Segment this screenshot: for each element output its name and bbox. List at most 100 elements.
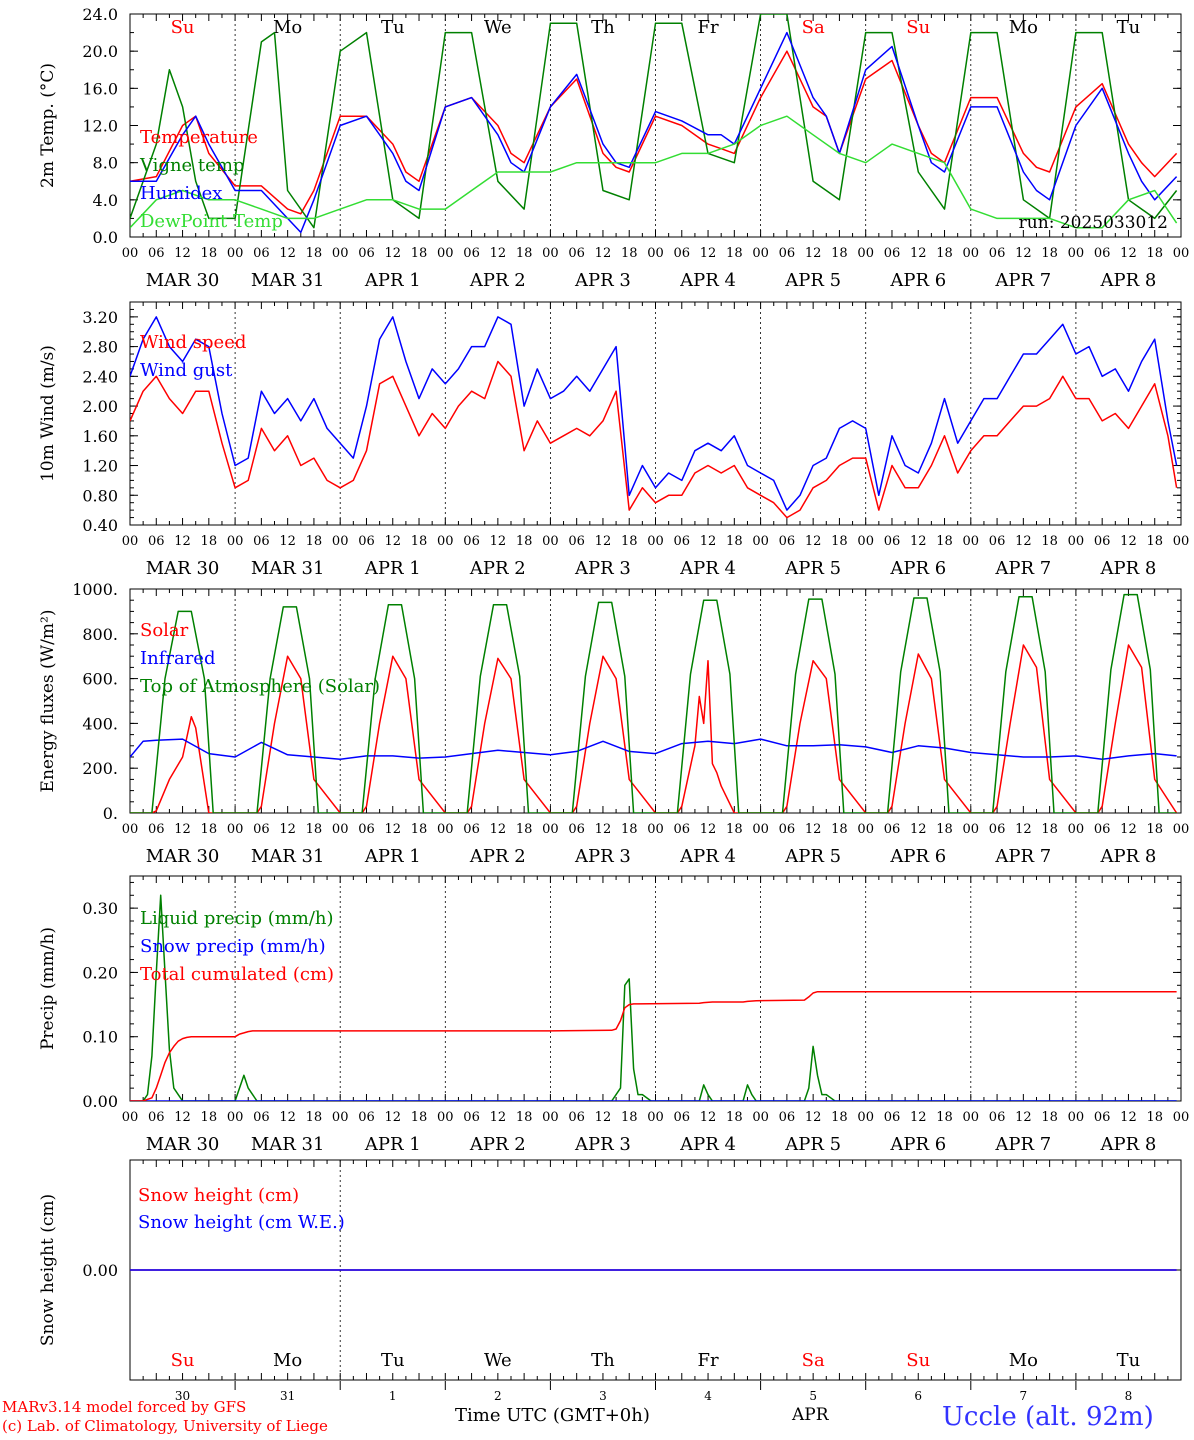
legend-entry: Top of Atmosphere (Solar) bbox=[140, 676, 380, 697]
y-tick-label: 1000. bbox=[72, 580, 118, 599]
x-hour-label: 12 bbox=[805, 1110, 822, 1125]
x-hour-label: 18 bbox=[201, 246, 218, 261]
x-hour-label: 18 bbox=[621, 822, 638, 837]
x-hour-label: 18 bbox=[201, 534, 218, 549]
legend-entry: Infrared bbox=[140, 648, 215, 669]
x-date-label: APR 6 bbox=[889, 846, 946, 867]
month-label: APR bbox=[792, 1405, 829, 1425]
x-hour-label: 00 bbox=[332, 1110, 349, 1125]
model-line-2: (c) Lab. of Climatology, University of L… bbox=[2, 1417, 328, 1435]
x-hour-label: 18 bbox=[411, 1110, 428, 1125]
x-hour-label: 18 bbox=[936, 246, 953, 261]
x-hour-label: 00 bbox=[1068, 1110, 1085, 1125]
x-hour-label: 00 bbox=[752, 246, 769, 261]
x-hour-label: 00 bbox=[857, 534, 874, 549]
x-hour-label: 00 bbox=[1173, 1110, 1190, 1125]
x-hour-label: 18 bbox=[1041, 534, 1058, 549]
x-hour-label: 06 bbox=[989, 534, 1006, 549]
x-hour-label: 12 bbox=[174, 1110, 191, 1125]
x-hour-label: 06 bbox=[358, 1110, 375, 1125]
y-tick-label: 2.40 bbox=[82, 367, 118, 386]
x-hour-label: 00 bbox=[227, 534, 244, 549]
x-hour-label: 12 bbox=[1120, 1110, 1137, 1125]
x-date-label: APR 3 bbox=[574, 846, 631, 867]
y-tick-label: 24.0 bbox=[82, 5, 118, 24]
y-tick-label: 0.20 bbox=[82, 963, 118, 982]
day-number-label: 1 bbox=[389, 1389, 397, 1403]
x-hour-label: 18 bbox=[201, 822, 218, 837]
day-number-label: 30 bbox=[175, 1389, 190, 1403]
x-hour-label: 06 bbox=[568, 1110, 585, 1125]
x-hour-label: 12 bbox=[700, 822, 717, 837]
x-hour-label: 12 bbox=[384, 534, 401, 549]
x-hour-label: 18 bbox=[1146, 1110, 1163, 1125]
x-hour-label: 06 bbox=[989, 822, 1006, 837]
x-date-label: APR 1 bbox=[364, 270, 421, 291]
x-hour-label: 18 bbox=[726, 534, 743, 549]
weekday-label: Mo bbox=[1009, 17, 1038, 38]
x-date-label: MAR 30 bbox=[146, 270, 220, 291]
series-top-of-atmosphere-solar- bbox=[130, 593, 1177, 813]
series-dewpoint-temp bbox=[130, 115, 1178, 229]
x-hour-label: 12 bbox=[1015, 534, 1032, 549]
legend-entry: Wind gust bbox=[140, 360, 233, 381]
x-hour-label: 06 bbox=[779, 246, 796, 261]
legend-entry: DewPoint Temp bbox=[140, 211, 283, 232]
x-hour-label: 18 bbox=[726, 1110, 743, 1125]
y-axis-label: 10m Wind (m/s) bbox=[38, 345, 58, 482]
x-hour-label: 12 bbox=[595, 534, 612, 549]
x-hour-label: 00 bbox=[122, 822, 139, 837]
day-number-label: 2 bbox=[494, 1389, 502, 1403]
y-tick-label: 0.00 bbox=[82, 1261, 118, 1280]
weekday-label: Th bbox=[591, 1350, 615, 1371]
x-date-label: APR 7 bbox=[994, 1134, 1051, 1155]
x-hour-label: 18 bbox=[516, 534, 533, 549]
x-hour-label: 00 bbox=[542, 534, 559, 549]
x-hour-label: 06 bbox=[148, 1110, 165, 1125]
x-hour-label: 06 bbox=[253, 534, 270, 549]
x-date-label: APR 5 bbox=[784, 558, 841, 579]
x-hour-label: 06 bbox=[674, 534, 691, 549]
x-date-label: APR 7 bbox=[994, 558, 1051, 579]
x-hour-label: 12 bbox=[279, 1110, 296, 1125]
x-hour-label: 12 bbox=[1015, 1110, 1032, 1125]
panel-1: 0.0 4.0 8.0 12.0 16.0 20.0 24.0 2m Temp. (°C) 00… bbox=[38, 5, 1189, 291]
x-hour-label: 06 bbox=[253, 246, 270, 261]
x-hour-label: 12 bbox=[910, 246, 927, 261]
x-date-label: APR 4 bbox=[679, 558, 736, 579]
y-axis-label: Energy fluxes (W/m²) bbox=[38, 610, 58, 793]
day-number-label: 7 bbox=[1020, 1389, 1028, 1403]
x-hour-label: 12 bbox=[595, 1110, 612, 1125]
x-hour-label: 00 bbox=[122, 246, 139, 261]
x-hour-label: 06 bbox=[148, 534, 165, 549]
x-hour-label: 00 bbox=[1173, 534, 1190, 549]
x-hour-label: 18 bbox=[1146, 246, 1163, 261]
series-solar bbox=[130, 644, 1178, 813]
y-axis-label: 2m Temp. (°C) bbox=[38, 63, 58, 188]
x-date-label: MAR 30 bbox=[146, 558, 220, 579]
legend-entry: Temperature bbox=[140, 127, 258, 148]
x-hour-label: 00 bbox=[647, 822, 664, 837]
x-date-label: APR 8 bbox=[1100, 846, 1157, 867]
x-date-label: APR 3 bbox=[574, 1134, 631, 1155]
day-number-label: 8 bbox=[1125, 1389, 1133, 1403]
x-hour-label: 00 bbox=[647, 534, 664, 549]
legend-entry: Solar bbox=[140, 620, 189, 641]
x-hour-label: 12 bbox=[805, 822, 822, 837]
x-hour-label: 00 bbox=[1068, 246, 1085, 261]
y-tick-label: 0.10 bbox=[82, 1028, 118, 1047]
weekday-label: We bbox=[484, 17, 512, 38]
x-hour-label: 12 bbox=[1120, 246, 1137, 261]
x-hour-label: 18 bbox=[726, 822, 743, 837]
x-hour-label: 18 bbox=[306, 1110, 323, 1125]
x-hour-label: 12 bbox=[1015, 822, 1032, 837]
weekday-label: Fr bbox=[698, 17, 719, 38]
x-hour-label: 00 bbox=[752, 822, 769, 837]
x-date-label: APR 1 bbox=[364, 846, 421, 867]
x-date-label: APR 8 bbox=[1100, 1134, 1157, 1155]
x-hour-label: 00 bbox=[857, 1110, 874, 1125]
weekday-label: Sa bbox=[802, 17, 825, 38]
x-hour-label: 00 bbox=[647, 246, 664, 261]
x-date-label: APR 5 bbox=[784, 270, 841, 291]
